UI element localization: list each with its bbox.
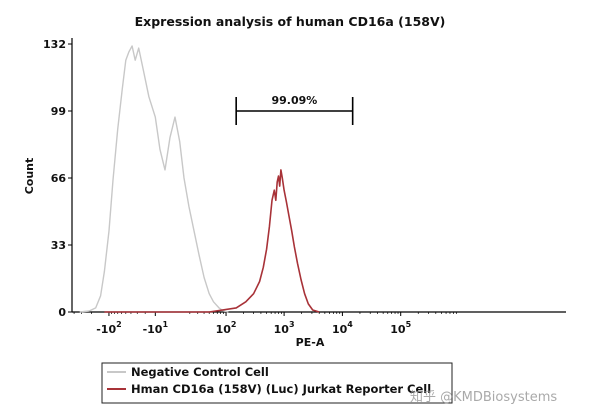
legend-label: Negative Control Cell: [131, 365, 269, 379]
x-tick-label: 105: [390, 320, 411, 336]
series-layer: [79, 45, 320, 313]
y-tick-label: 99: [51, 105, 66, 118]
legend-label: Hman CD16a (158V) (Luc) Jurkat Reporter …: [131, 382, 431, 396]
x-tick-base: 10: [332, 323, 348, 336]
x-axis-ticks: -102 -101 102 103 104 105: [73, 312, 457, 336]
x-tick-exponent: 1: [162, 320, 168, 329]
y-axis-label: Count: [23, 158, 36, 195]
x-axis-label: PE-A: [296, 336, 325, 349]
x-tick-label: 103: [274, 320, 295, 336]
x-tick-base: 10: [216, 323, 232, 336]
y-tick-label: 66: [51, 172, 67, 185]
x-tick-base: 10: [390, 323, 406, 336]
legend: Negative Control Cell Hman CD16a (158V) (…: [101, 362, 453, 404]
y-tick-label: 0: [58, 306, 66, 319]
x-tick-label: -101: [143, 320, 169, 336]
chart-title: Expression analysis of human CD16a (158V…: [135, 14, 446, 29]
x-tick-exponent: 3: [289, 320, 295, 329]
x-tick-label: -102: [96, 320, 121, 336]
legend-box: [101, 362, 453, 404]
x-tick-exponent: 2: [116, 320, 122, 329]
negative-control-histogram: [79, 45, 229, 313]
watermark-text: 知乎 @KMDBiosystems: [410, 389, 557, 405]
x-tick-exponent: 2: [231, 320, 237, 329]
x-tick-label: 104: [332, 320, 353, 336]
x-tick-base: -10: [143, 323, 163, 336]
gate-marker: 99.09%: [235, 94, 354, 125]
x-tick-label: 102: [216, 320, 237, 336]
x-tick-exponent: 4: [347, 320, 353, 329]
x-tick-base: 10: [274, 323, 290, 336]
y-axis-ticks: 0 33 66 99 132: [43, 38, 72, 319]
y-tick-label: 33: [51, 239, 66, 252]
cd16a-jurkat-histogram: [104, 169, 320, 313]
y-tick-label: 132: [43, 38, 66, 51]
x-tick-base: -10: [96, 323, 116, 336]
x-tick-exponent: 5: [406, 320, 412, 329]
gate-percentage-label: 99.09%: [272, 94, 318, 107]
